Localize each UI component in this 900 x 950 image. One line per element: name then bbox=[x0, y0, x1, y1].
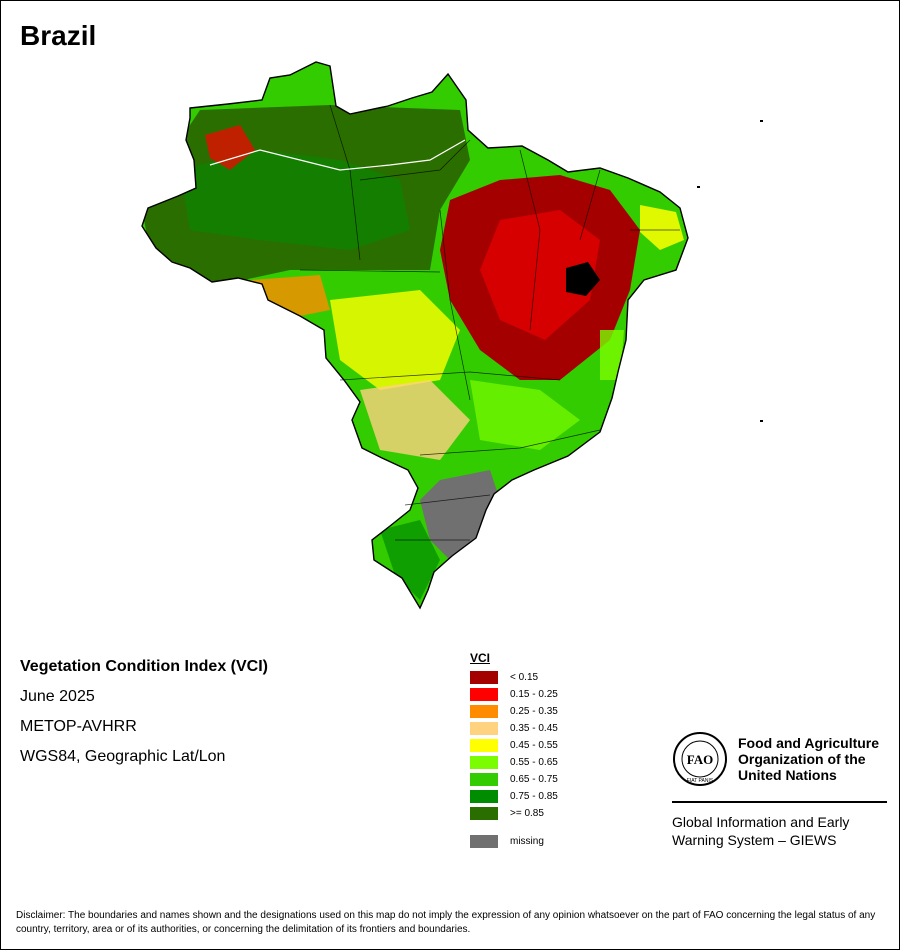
legend-label-missing: missing bbox=[510, 836, 544, 847]
brazil-vci-map bbox=[141, 61, 763, 610]
legend-swatch bbox=[470, 773, 498, 786]
giews-label: Global Information and Early Warning Sys… bbox=[672, 813, 888, 849]
legend-label: 0.55 - 0.65 bbox=[510, 757, 558, 768]
amazon-river bbox=[209, 139, 466, 171]
legend-swatch bbox=[470, 705, 498, 718]
legend-item: 0.15 - 0.25 bbox=[470, 686, 558, 703]
sensor-label: METOP-AVHRR bbox=[20, 718, 137, 735]
legend-label: 0.75 - 0.85 bbox=[510, 791, 558, 802]
fao-logo-text: FAO bbox=[687, 752, 713, 767]
legend-swatch bbox=[470, 790, 498, 803]
giews-line1: Global Information and Early bbox=[672, 814, 850, 830]
legend-item: >= 0.85 bbox=[470, 805, 558, 822]
legend-item: < 0.15 bbox=[470, 669, 558, 686]
legend-swatch bbox=[470, 756, 498, 769]
map-title: Brazil bbox=[20, 20, 97, 51]
legend-swatch bbox=[470, 688, 498, 701]
state-boundaries bbox=[299, 104, 680, 541]
legend-label: 0.35 - 0.45 bbox=[510, 723, 558, 734]
fao-name: Food and Agriculture Organization of the… bbox=[738, 735, 888, 783]
projection-label: WGS84, Geographic Lat/Lon bbox=[20, 748, 226, 765]
legend-swatch bbox=[470, 739, 498, 752]
fao-name-line1: Food and Agriculture bbox=[738, 735, 880, 751]
vci-legend: VCI < 0.15 0.15 - 0.25 0.25 - 0.35 0.35 - 0… bbox=[470, 651, 558, 850]
legend-item: 0.25 - 0.35 bbox=[470, 703, 558, 720]
fao-name-line2: Organization of the bbox=[738, 751, 866, 767]
legend-label: 0.15 - 0.25 bbox=[510, 689, 558, 700]
fao-logo-motto: FIAT PANIS bbox=[687, 778, 714, 784]
legend-item: 0.55 - 0.65 bbox=[470, 754, 558, 771]
legend-swatch-missing bbox=[470, 835, 498, 848]
fao-logo-icon: FAO FIAT PANIS bbox=[673, 732, 727, 786]
period-label: June 2025 bbox=[20, 688, 95, 705]
brazil-outline bbox=[141, 61, 689, 610]
fao-name-line3: United Nations bbox=[738, 767, 837, 783]
product-title: Vegetation Condition Index (VCI) bbox=[20, 658, 268, 675]
fao-divider bbox=[672, 801, 887, 803]
legend-title: VCI bbox=[470, 651, 491, 665]
legend-swatch bbox=[470, 722, 498, 735]
legend-item-missing: missing bbox=[470, 833, 558, 850]
legend-item: 0.45 - 0.55 bbox=[470, 737, 558, 754]
vci-raster bbox=[142, 62, 688, 608]
giews-line2: Warning System – GIEWS bbox=[672, 832, 837, 848]
legend-label: < 0.15 bbox=[510, 672, 539, 683]
disclaimer-text: Disclaimer: The boundaries and names sho… bbox=[16, 910, 876, 935]
islands bbox=[697, 120, 763, 422]
legend-label: >= 0.85 bbox=[510, 808, 544, 819]
legend-label: 0.25 - 0.35 bbox=[510, 706, 558, 717]
legend-label: 0.45 - 0.55 bbox=[510, 740, 558, 751]
legend-item: 0.75 - 0.85 bbox=[470, 788, 558, 805]
legend-label: 0.65 - 0.75 bbox=[510, 774, 558, 785]
legend-swatch bbox=[470, 671, 498, 684]
map-info: Vegetation Condition Index (VCI) June 20… bbox=[20, 656, 268, 776]
legend-item: 0.65 - 0.75 bbox=[470, 771, 558, 788]
legend-swatch bbox=[470, 807, 498, 820]
legend-item: 0.35 - 0.45 bbox=[470, 720, 558, 737]
